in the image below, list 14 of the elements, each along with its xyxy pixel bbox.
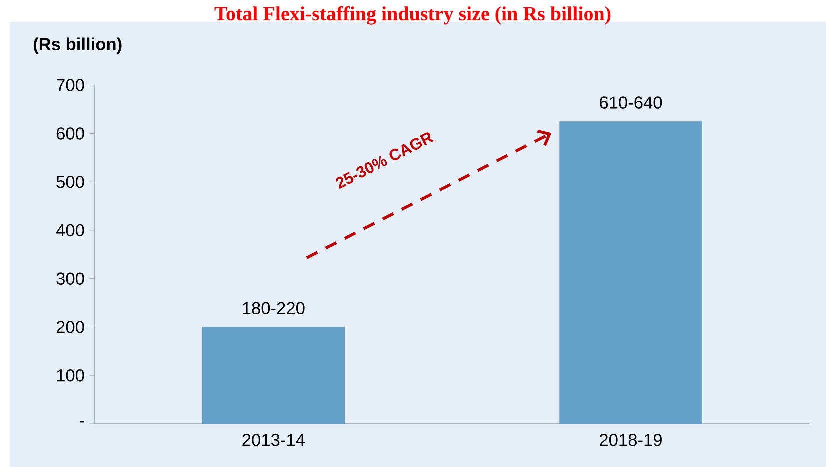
y-tick-label: 400: [56, 224, 84, 237]
y-tick-label: -: [80, 421, 84, 423]
data-label: 180-220: [243, 302, 305, 315]
data-label: 610-640: [600, 96, 662, 109]
y-tick-label: 500: [56, 176, 84, 188]
y-tick-label: 300: [56, 272, 84, 285]
x-tick-label: 2018-19: [600, 434, 662, 446]
x-tick-label: 2013-14: [242, 434, 305, 446]
y-tick-label: 100: [57, 369, 84, 382]
chart-title: Total Flexi-staffing industry size (in Rs billion): [214, 6, 611, 25]
y-tick-label: 600: [56, 128, 84, 140]
y-tick-label: 200: [56, 321, 84, 334]
y-tick-label: 700: [56, 79, 84, 92]
y-axis-title: (Rs billion): [34, 38, 122, 54]
